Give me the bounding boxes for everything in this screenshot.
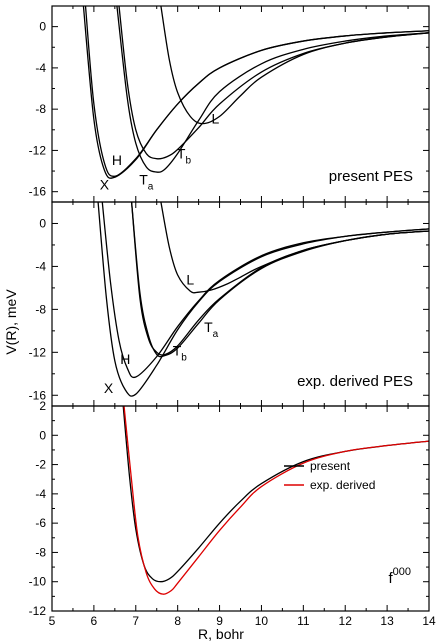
panel-middle-curve-labels: XH Ta Tb L bbox=[104, 272, 219, 396]
y-tick-label: 0 bbox=[39, 216, 46, 230]
panel-bottom-title: f000 bbox=[388, 566, 411, 587]
f-superscript: 000 bbox=[393, 566, 411, 578]
legend-entry: present bbox=[310, 459, 351, 473]
curve-label: X bbox=[100, 177, 110, 193]
series-line-l bbox=[160, 202, 429, 294]
series-line-exp-derived bbox=[123, 406, 429, 595]
curve-label: Tb bbox=[177, 146, 192, 167]
x-tick-label: 10 bbox=[255, 614, 269, 628]
y-tick-label: -4 bbox=[35, 61, 46, 75]
x-tick-label: 5 bbox=[49, 614, 56, 628]
y-tick-label: -6 bbox=[35, 516, 46, 530]
y-tick-label: -16 bbox=[29, 185, 47, 199]
panel-exp-derived-pes: 0 -4 -8 -12 -16 XH Ta Tb L exp. derived PES bbox=[29, 201, 430, 407]
series-line-t-a bbox=[116, 6, 429, 173]
x-axis-tick-labels: 5 6 7 8 9 10 11 12 13 14 bbox=[49, 614, 436, 628]
panel-bottom-legend: present exp. derived bbox=[284, 459, 375, 492]
series-line-t-b bbox=[118, 6, 429, 160]
series-line-h bbox=[101, 202, 429, 379]
y-tick-label: -2 bbox=[35, 458, 46, 472]
panel-bottom-curves bbox=[122, 406, 429, 595]
y-tick-label: -16 bbox=[29, 388, 47, 402]
y-axis-title: V(R), meV bbox=[3, 289, 19, 355]
panel-middle-ticks: 0 -4 -8 -12 -16 bbox=[29, 202, 430, 406]
x-tick-label: 13 bbox=[380, 614, 394, 628]
panel-top-curve-labels: XH Ta Tb L bbox=[100, 111, 220, 193]
x-tick-label: 12 bbox=[339, 614, 353, 628]
series-line-present bbox=[122, 406, 429, 583]
series-line-x bbox=[82, 6, 429, 179]
y-tick-label: -4 bbox=[35, 487, 46, 501]
curve-label: H bbox=[120, 351, 130, 367]
curve-group bbox=[97, 202, 429, 397]
f-symbol: f bbox=[388, 570, 393, 587]
y-tick-label: 2 bbox=[39, 399, 46, 413]
panel-bottom-frame bbox=[51, 405, 430, 612]
legend-entry: exp. derived bbox=[310, 478, 375, 492]
y-tick-label: -10 bbox=[29, 575, 47, 589]
series-line-h bbox=[84, 6, 429, 177]
curve-label: Tb bbox=[173, 343, 188, 364]
panel-middle-title: exp. derived PES bbox=[297, 373, 413, 390]
curve-label: L bbox=[211, 111, 219, 127]
panel-top-title: present PES bbox=[329, 168, 413, 185]
x-tick-label: 9 bbox=[216, 614, 223, 628]
curve-label: Ta bbox=[204, 319, 219, 340]
y-tick-label: 0 bbox=[39, 20, 46, 34]
series-line-l bbox=[160, 6, 429, 125]
y-tick-label: -8 bbox=[35, 302, 46, 316]
x-tick-label: 6 bbox=[91, 614, 98, 628]
y-tick-label: -8 bbox=[35, 545, 46, 559]
curve-label: L bbox=[186, 272, 194, 288]
x-tick-label: 8 bbox=[174, 614, 181, 628]
panel-middle-curves bbox=[97, 202, 429, 397]
series-line-t-b bbox=[130, 202, 429, 358]
curve-group bbox=[82, 6, 429, 179]
x-axis-title: R, bohr bbox=[198, 626, 244, 642]
y-tick-label: -8 bbox=[35, 102, 46, 116]
curve-label: H bbox=[112, 152, 122, 168]
y-tick-label: -4 bbox=[35, 259, 46, 273]
curve-group bbox=[122, 406, 429, 595]
y-tick-label: -12 bbox=[29, 345, 47, 359]
y-tick-label: 0 bbox=[39, 428, 46, 442]
y-tick-label: -12 bbox=[29, 143, 47, 157]
curve-label: X bbox=[104, 380, 114, 396]
panel-present-pes: 0 -4 -8 -12 -16 XH Ta Tb L present PES bbox=[29, 5, 430, 203]
panel-bottom-ticks: 2 0 -2 -4 -6 -8 -10 -12 bbox=[29, 399, 430, 618]
y-tick-label: -12 bbox=[29, 604, 47, 618]
panel-top-ticks: 0 -4 -8 -12 -16 bbox=[29, 6, 430, 202]
curve-label: Ta bbox=[139, 171, 154, 192]
x-tick-label: 14 bbox=[422, 614, 436, 628]
panel-top-curves bbox=[82, 6, 429, 179]
x-tick-label: 11 bbox=[297, 614, 310, 628]
x-tick-label: 7 bbox=[132, 614, 139, 628]
panel-f000: 2 0 -2 -4 -6 -8 -10 -12 present exp. derived f00… bbox=[29, 399, 430, 618]
